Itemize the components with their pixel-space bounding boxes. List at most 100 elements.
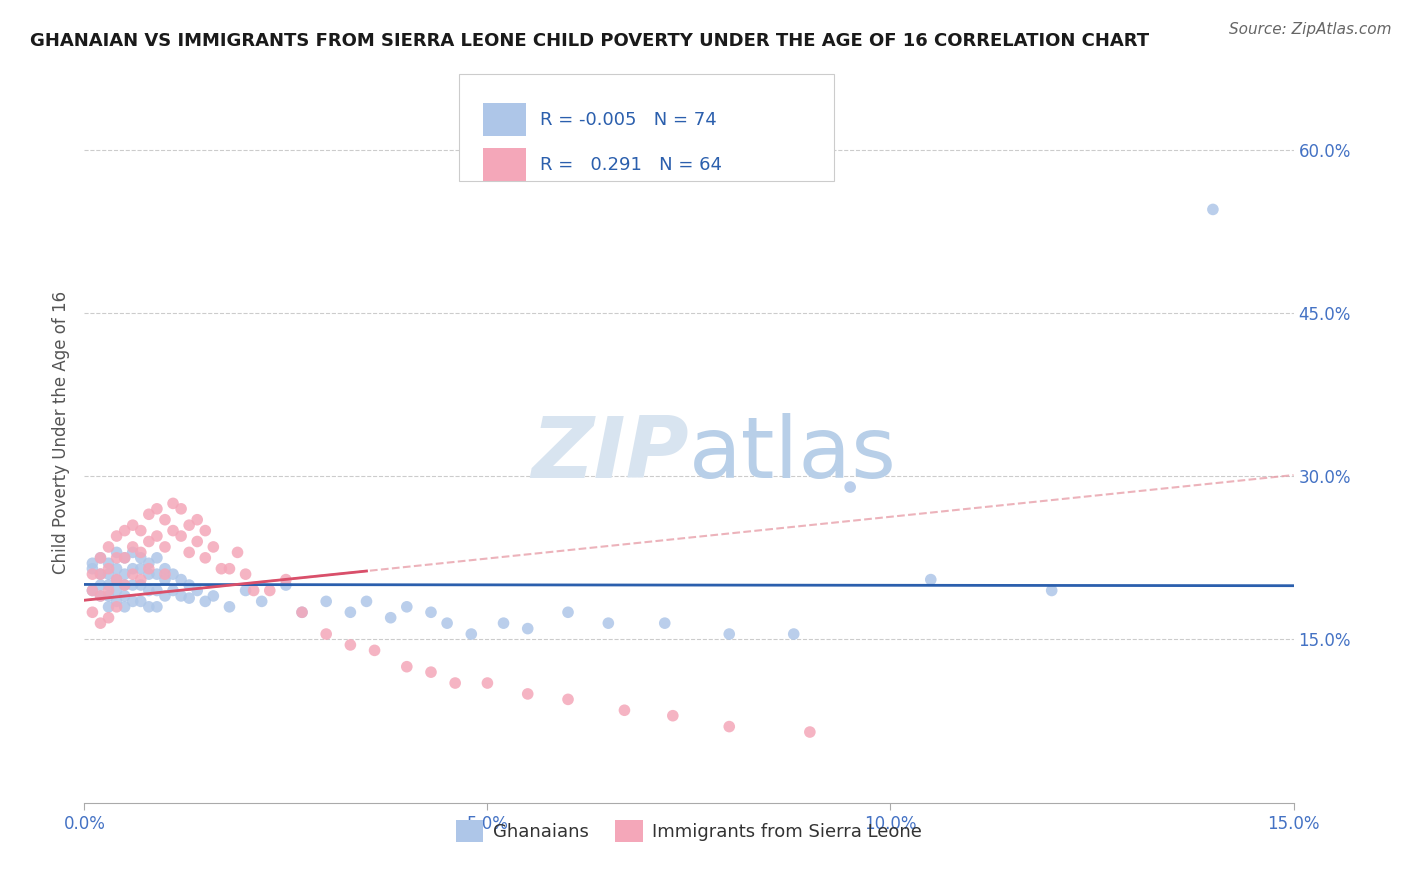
Point <box>82 567 104 582</box>
Point <box>105 583 128 598</box>
Point <box>226 545 249 559</box>
Point <box>114 550 136 565</box>
Point <box>121 567 143 582</box>
Point <box>121 518 143 533</box>
Point <box>146 529 169 543</box>
Point <box>105 573 128 587</box>
Point <box>153 540 176 554</box>
Point <box>395 599 418 614</box>
Point <box>162 583 184 598</box>
Point <box>153 562 176 576</box>
Point <box>718 627 741 641</box>
Point <box>97 583 120 598</box>
Text: ZIP: ZIP <box>531 413 689 496</box>
Point <box>138 599 160 614</box>
Bar <box>484 148 526 181</box>
Point <box>146 599 169 614</box>
Legend: Ghanaians, Immigrants from Sierra Leone: Ghanaians, Immigrants from Sierra Leone <box>449 813 929 849</box>
Point <box>209 562 232 576</box>
Point <box>153 589 176 603</box>
Point <box>153 513 176 527</box>
Point <box>121 562 143 576</box>
Point <box>97 562 120 576</box>
Point <box>291 605 314 619</box>
Point <box>783 627 806 641</box>
Point <box>105 594 128 608</box>
Point <box>129 594 152 608</box>
Text: atlas: atlas <box>689 413 897 496</box>
Point <box>613 703 636 717</box>
Point <box>89 616 111 631</box>
Point <box>138 562 160 576</box>
Point <box>235 567 257 582</box>
Point <box>146 567 169 582</box>
Point <box>146 550 169 565</box>
Point <box>170 501 193 516</box>
Point <box>460 627 482 641</box>
Point <box>839 480 862 494</box>
Point <box>194 550 217 565</box>
Point <box>114 589 136 603</box>
Point <box>718 720 741 734</box>
Point <box>146 583 169 598</box>
Point <box>799 725 821 739</box>
Point <box>82 583 104 598</box>
Bar <box>484 103 526 136</box>
FancyBboxPatch shape <box>460 73 834 181</box>
Point <box>654 616 676 631</box>
Point <box>162 524 184 538</box>
Point <box>339 605 361 619</box>
Point <box>105 562 128 576</box>
Point <box>259 583 281 598</box>
Point <box>162 567 184 582</box>
Point <box>242 583 264 598</box>
Point <box>97 611 120 625</box>
Point <box>114 578 136 592</box>
Point <box>315 627 337 641</box>
Point <box>89 578 111 592</box>
Point <box>291 605 314 619</box>
Point <box>477 676 499 690</box>
Point <box>162 496 184 510</box>
Point <box>170 573 193 587</box>
Point <box>218 599 240 614</box>
Point <box>138 508 160 522</box>
Point <box>82 583 104 598</box>
Point <box>380 611 402 625</box>
Point <box>179 591 201 606</box>
Point <box>492 616 515 631</box>
Point <box>121 540 143 554</box>
Point <box>186 513 208 527</box>
Point <box>114 550 136 565</box>
Text: R =   0.291   N = 64: R = 0.291 N = 64 <box>540 156 723 174</box>
Point <box>97 540 120 554</box>
Point <box>129 562 152 576</box>
Point <box>105 545 128 559</box>
Point <box>138 567 160 582</box>
Point <box>598 616 620 631</box>
Point <box>420 665 443 680</box>
Point <box>315 594 337 608</box>
Point <box>170 529 193 543</box>
Point <box>129 573 152 587</box>
Point <box>129 524 152 538</box>
Point <box>97 578 120 592</box>
Point <box>129 578 152 592</box>
Point <box>129 545 152 559</box>
Point <box>395 659 418 673</box>
Point <box>121 578 143 592</box>
Point <box>516 622 538 636</box>
Point <box>363 643 385 657</box>
Point <box>105 573 128 587</box>
Point <box>202 540 225 554</box>
Point <box>138 583 160 598</box>
Point <box>557 605 579 619</box>
Point <box>274 578 297 592</box>
Point <box>170 589 193 603</box>
Point <box>662 708 685 723</box>
Point <box>1040 583 1063 598</box>
Point <box>114 567 136 582</box>
Point <box>129 550 152 565</box>
Point <box>82 562 104 576</box>
Point <box>82 605 104 619</box>
